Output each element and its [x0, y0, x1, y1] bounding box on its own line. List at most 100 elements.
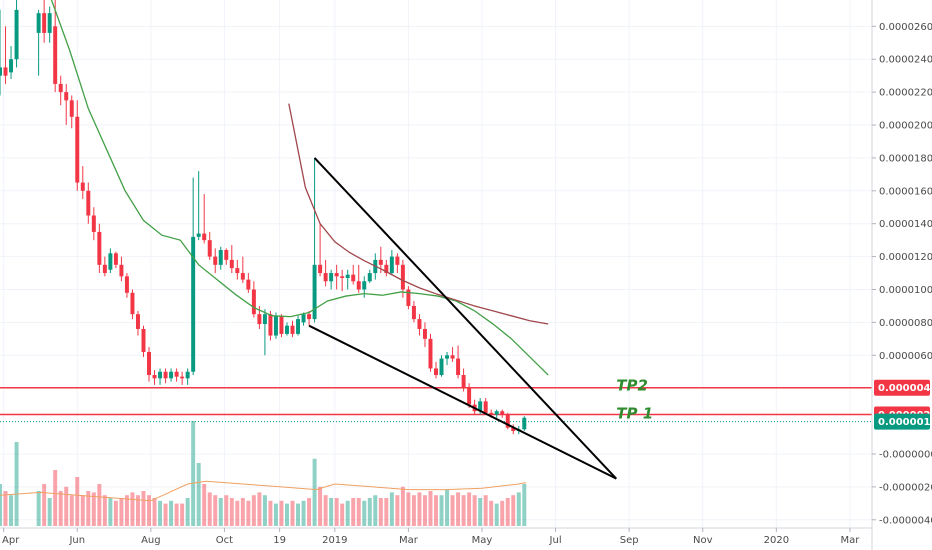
candle-body [240, 273, 245, 280]
volume-bar [86, 491, 91, 526]
candle-body [152, 375, 157, 379]
candle-body [384, 264, 389, 274]
volume-bar [0, 484, 2, 526]
candle-body [108, 253, 113, 270]
candle-body [434, 368, 438, 376]
x-tick-label: 2020 [764, 535, 789, 546]
candlesticks [0, 0, 527, 435]
candle-body [141, 328, 146, 352]
candle-body [14, 9, 19, 60]
volume-bar [108, 498, 113, 526]
candle-body [411, 305, 416, 320]
candle-body [296, 319, 301, 334]
price-tag [874, 379, 930, 396]
volume-bar [389, 492, 394, 526]
x-tick-label: Jun [68, 535, 85, 546]
candle-body [207, 240, 212, 257]
y-tick-label: -0.00000200 [879, 482, 932, 493]
volume-bar [130, 492, 135, 526]
candle-body [290, 325, 295, 334]
candle-body [356, 281, 361, 290]
candle-body [351, 274, 356, 282]
price-tag-label: 0.00000403 [878, 383, 932, 394]
volume-bar [279, 500, 284, 526]
volume-bar [235, 500, 240, 526]
time-axis[interactable]: Apr Jun Aug Oct 19 2019 Mar May Jul Sep Nov 2020 Mar [0, 527, 872, 546]
candle-body [417, 319, 422, 329]
candle-body [53, 26, 58, 84]
volume-bar [135, 495, 140, 526]
volume-bar [14, 442, 19, 526]
volume-bar [97, 484, 102, 526]
candle-body [345, 274, 350, 278]
volume-bar [467, 492, 472, 526]
candle-body [224, 250, 229, 260]
volume-bar [251, 495, 256, 526]
volume-bar [351, 498, 356, 526]
volume-bar [367, 498, 372, 526]
volume-bar [494, 503, 499, 526]
volume-bar [152, 498, 157, 526]
volume-bar [406, 492, 411, 526]
volume-bar [340, 503, 345, 526]
volume-bar [307, 498, 312, 526]
volume-bar [428, 491, 433, 526]
volume-bar [384, 498, 389, 526]
price-tag-label: 0.00000197 [878, 417, 932, 428]
tp-annotation: TP 1 [616, 405, 653, 423]
volume-bar [439, 495, 444, 526]
x-tick-label: Aug [141, 535, 161, 546]
volume-bar [345, 500, 350, 526]
volume-bar [75, 477, 80, 526]
candle-body [246, 279, 251, 290]
candle-body [483, 401, 488, 413]
candle-body [47, 13, 52, 33]
volume-bar [450, 495, 455, 526]
candle-body [0, 67, 2, 76]
x-tick-label: Sep [620, 535, 639, 546]
x-tick-label: Nov [693, 535, 713, 546]
candle-body [251, 289, 256, 315]
volume-bar [36, 491, 41, 526]
candle-body [169, 371, 174, 379]
candle-body [69, 100, 74, 117]
candle-body [124, 276, 129, 293]
volume-bar [185, 498, 190, 526]
candle-body [262, 314, 267, 325]
volume-bar [119, 498, 124, 526]
candle-body [80, 182, 85, 191]
volume-bar [472, 495, 477, 526]
volume-bar [329, 498, 334, 526]
volume-bar [196, 463, 201, 526]
candle-body [323, 273, 328, 282]
volume-bar [483, 495, 488, 526]
candle-body [102, 264, 107, 274]
volume-bar [395, 495, 400, 526]
volume-bars [0, 421, 527, 526]
y-tick-label: -0.00000400 [879, 515, 932, 526]
candle-body [9, 59, 14, 73]
candle-body [75, 116, 80, 183]
candle-body [450, 355, 455, 359]
volume-bar [213, 495, 218, 526]
volume-bar [124, 495, 129, 526]
candle-body [273, 315, 278, 336]
x-tick-label: 19 [273, 535, 286, 546]
volume-bar [456, 492, 461, 526]
candle-body [285, 325, 289, 334]
candle-body [395, 256, 400, 265]
candle-body [334, 273, 339, 277]
ma-slow-line [288, 103, 549, 325]
volume-bar [246, 500, 251, 526]
volume-bar [58, 491, 63, 526]
volume-bar [378, 498, 383, 526]
volume-bar [268, 500, 273, 526]
candle-body [422, 328, 427, 339]
volume-bar [417, 492, 422, 526]
